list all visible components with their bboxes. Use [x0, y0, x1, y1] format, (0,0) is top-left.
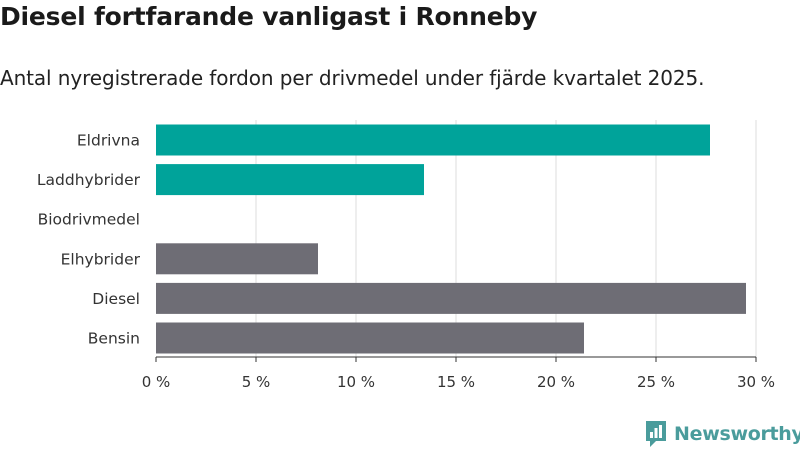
bar-diesel — [156, 282, 746, 314]
x-tick-label: 10 % — [337, 373, 375, 391]
category-labels: Eldrivna Laddhybrider Biodrivmedel Elhybrid… — [37, 132, 141, 348]
category-label: Bensin — [88, 330, 140, 348]
grid-lines — [255, 120, 757, 357]
newsworthy-logo: Newsworthy — [644, 419, 800, 449]
x-axis-ticks: 0 % 5 % 10 % 15 % 20 % 25 % 30 % — [142, 357, 775, 391]
category-label: Laddhybrider — [37, 171, 141, 189]
newsworthy-logo-icon — [646, 421, 666, 447]
category-label: Biodrivmedel — [38, 211, 140, 229]
x-tick-label: 0 % — [142, 373, 171, 391]
bar-laddhybrider — [156, 164, 424, 196]
brand-name: Newsworthy — [674, 423, 800, 445]
bar-eldrivna — [156, 124, 710, 156]
category-label: Eldrivna — [77, 132, 140, 150]
chart-title: Diesel fortfarande vanligast i Ronneby — [0, 2, 538, 31]
bar-elhybrider — [156, 243, 318, 275]
x-tick-label: 30 % — [737, 373, 775, 391]
bar-bensin — [156, 322, 584, 354]
x-tick-label: 5 % — [242, 373, 271, 391]
x-tick-label: 20 % — [537, 373, 575, 391]
x-tick-label: 25 % — [637, 373, 675, 391]
category-label: Elhybrider — [61, 250, 141, 268]
bars — [156, 124, 746, 354]
x-tick-label: 15 % — [437, 373, 475, 391]
category-label: Diesel — [92, 290, 140, 308]
chart-subtitle: Antal nyregistrerade fordon per drivmede… — [0, 66, 705, 90]
